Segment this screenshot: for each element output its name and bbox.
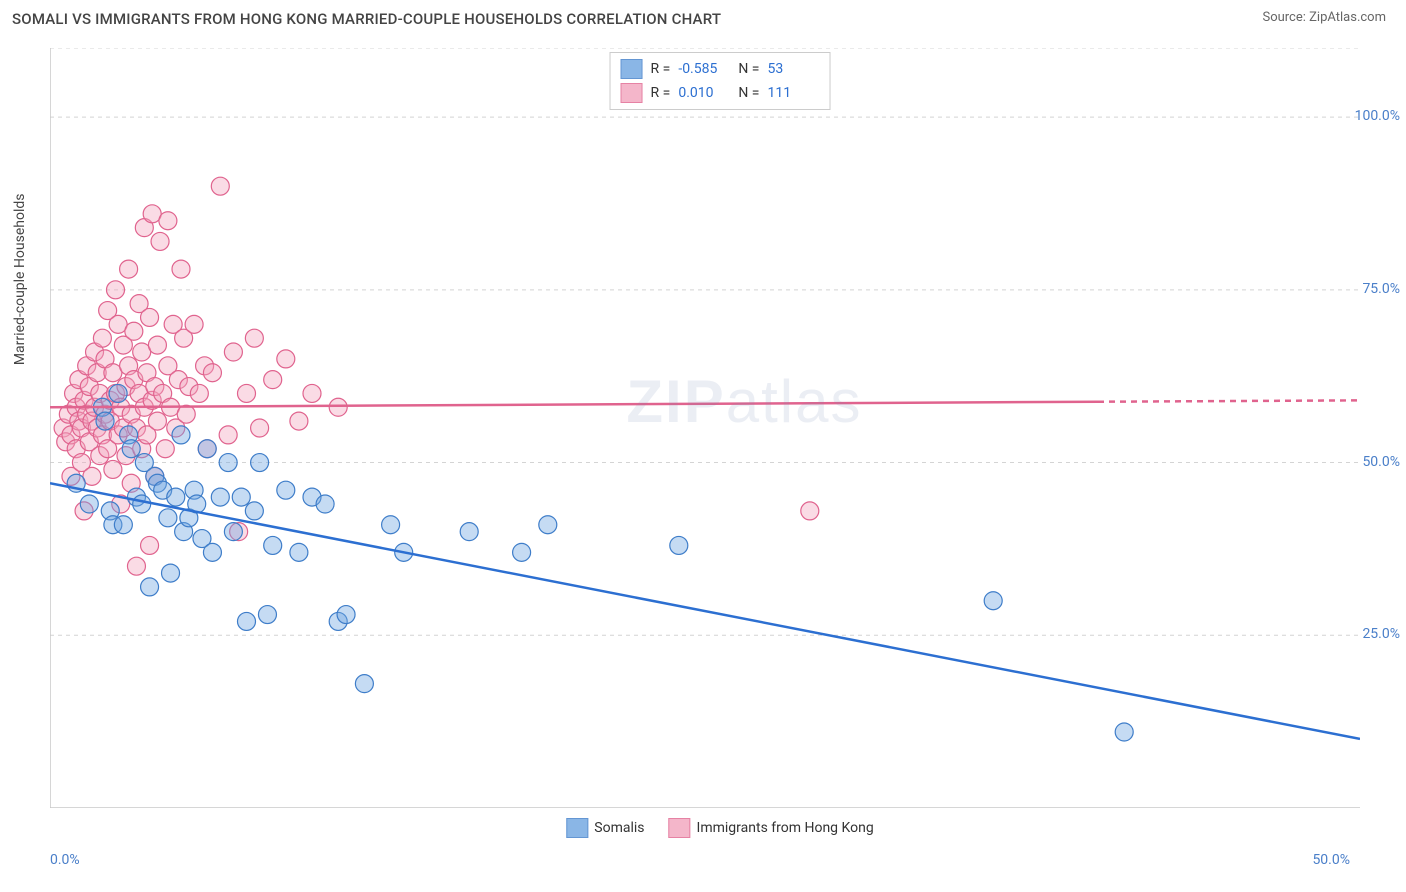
legend-row-hk: R = 0.010 N = 111: [621, 81, 820, 105]
r-value: -0.585: [678, 61, 730, 77]
legend-item-hk: Immigrants from Hong Kong: [669, 818, 874, 838]
y-tick-label: 75.0%: [1362, 281, 1400, 297]
legend-row-somalis: R = -0.585 N = 53: [621, 57, 820, 81]
series-legend: Somalis Immigrants from Hong Kong: [566, 818, 873, 838]
correlation-legend: R = -0.585 N = 53 R = 0.010 N = 111: [610, 52, 831, 110]
chart-area: Married-couple Households 25.0%50.0%75.0…: [50, 48, 1390, 838]
swatch-icon: [669, 818, 691, 838]
y-tick-label: 50.0%: [1362, 454, 1400, 470]
x-axis-min-label: 0.0%: [50, 852, 80, 868]
n-value: 53: [767, 61, 819, 77]
legend-label: Somalis: [594, 820, 644, 836]
source-label: Source: ZipAtlas.com: [1262, 10, 1386, 25]
scatter-plot: [50, 48, 1360, 808]
swatch-icon: [621, 59, 643, 79]
n-value: 111: [767, 85, 819, 101]
r-value: 0.010: [678, 85, 730, 101]
legend-item-somalis: Somalis: [566, 818, 644, 838]
chart-title: SOMALI VS IMMIGRANTS FROM HONG KONG MARR…: [12, 10, 721, 28]
swatch-icon: [566, 818, 588, 838]
swatch-icon: [621, 83, 643, 103]
x-axis-max-label: 50.0%: [1312, 852, 1350, 868]
legend-label: Immigrants from Hong Kong: [697, 820, 874, 836]
y-tick-label: 25.0%: [1362, 626, 1400, 642]
y-tick-label: 100.0%: [1355, 108, 1400, 124]
y-axis-label: Married-couple Households: [12, 193, 28, 365]
